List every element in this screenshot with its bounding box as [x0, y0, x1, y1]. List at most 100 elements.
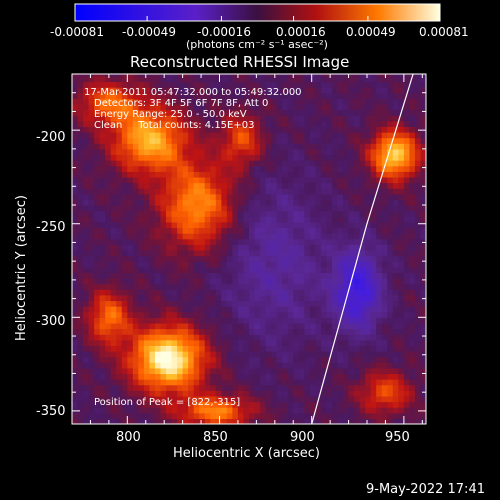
heatmap-cell	[226, 367, 234, 375]
heatmap-cell	[188, 216, 195, 223]
annotation-clean-counts: Clean Total counts: 4.15E+03	[94, 120, 255, 131]
heatmap-cell	[143, 345, 151, 352]
heatmap-cell	[403, 75, 411, 83]
heatmap-cell	[249, 171, 256, 178]
heatmap-cell	[182, 261, 189, 268]
heatmap-cell	[354, 272, 361, 279]
heatmap-cell	[249, 160, 256, 167]
heatmap-cell	[243, 92, 250, 99]
heatmap-cell	[293, 233, 300, 240]
heatmap-cell	[337, 289, 344, 296]
heatmap-cell	[154, 373, 162, 380]
heatmap-cell	[232, 238, 239, 245]
heatmap-cell	[398, 115, 405, 122]
heatmap-cell	[365, 120, 372, 127]
heatmap-cell	[132, 339, 139, 346]
heatmap-cell	[83, 367, 90, 375]
heatmap-cell	[88, 311, 95, 318]
heatmap-cell	[149, 221, 156, 229]
heatmap-cell	[309, 109, 316, 116]
heatmap-cell	[282, 92, 289, 99]
heatmap-cell	[403, 412, 411, 419]
heatmap-cell	[320, 401, 328, 408]
heatmap-cell	[199, 356, 206, 363]
heatmap-cell	[94, 92, 101, 99]
heatmap-cell	[403, 384, 411, 391]
heatmap-cell	[403, 126, 411, 133]
y-tick-label-2: -250	[36, 220, 66, 235]
heatmap-cell	[276, 171, 283, 178]
heatmap-cell	[154, 137, 162, 144]
heatmap-cell	[326, 205, 333, 212]
heatmap-cell	[99, 306, 106, 313]
heatmap-cell	[409, 165, 416, 172]
heatmap-cell	[143, 75, 151, 83]
heatmap-cell	[132, 221, 139, 229]
heatmap-cell	[381, 160, 388, 167]
heatmap-cell	[376, 395, 383, 403]
heatmap-cell	[232, 407, 239, 414]
heatmap-cell	[343, 339, 350, 346]
heatmap-cell	[116, 154, 123, 161]
heatmap-cell	[293, 143, 300, 150]
heatmap-cell	[171, 289, 178, 296]
heatmap-cell	[243, 328, 250, 335]
heatmap-cell	[287, 401, 294, 408]
heatmap-cell	[381, 249, 388, 257]
heatmap-cell	[83, 233, 90, 240]
heatmap-cell	[226, 294, 234, 302]
heatmap-cell	[370, 283, 377, 290]
heatmap-cell	[403, 278, 411, 285]
heatmap-cell	[143, 356, 151, 363]
heatmap-cell	[149, 227, 156, 234]
heatmap-cell	[160, 362, 167, 369]
heatmap-cell	[337, 356, 344, 363]
heatmap-cell	[309, 81, 316, 88]
heatmap-cell	[276, 216, 283, 223]
heatmap-cell	[260, 205, 267, 212]
heatmap-cell	[359, 74, 366, 77]
heatmap-cell	[105, 390, 112, 397]
heatmap-cell	[199, 306, 206, 313]
heatmap-cell	[392, 401, 399, 408]
heatmap-cell	[83, 216, 90, 223]
heatmap-cell	[381, 407, 388, 414]
heatmap-cell	[77, 210, 84, 217]
heatmap-cell	[204, 395, 211, 403]
heatmap-cell	[127, 233, 134, 240]
heatmap-cell	[260, 216, 267, 223]
heatmap-cell	[376, 278, 383, 285]
heatmap-cell	[287, 165, 294, 172]
heatmap-cell	[204, 266, 211, 273]
heatmap-cell	[72, 390, 79, 397]
heatmap-cell	[94, 165, 101, 172]
heatmap-cell	[160, 255, 167, 262]
heatmap-cell	[83, 103, 90, 111]
heatmap-cell	[387, 160, 394, 167]
heatmap-cell	[315, 238, 322, 245]
heatmap-cell	[249, 322, 256, 330]
heatmap-cell	[282, 221, 289, 229]
heatmap-cell	[348, 367, 355, 375]
heatmap-cell	[304, 160, 311, 167]
heatmap-cell	[154, 311, 162, 318]
heatmap-cell	[99, 176, 106, 184]
heatmap-cell	[237, 283, 245, 290]
heatmap-cell	[149, 351, 156, 358]
heatmap-cell	[127, 92, 134, 99]
heatmap-cell	[83, 165, 90, 172]
heatmap-cell	[293, 109, 300, 116]
heatmap-cell	[132, 137, 139, 144]
heatmap-cell	[403, 283, 411, 290]
heatmap-cell	[210, 373, 217, 380]
heatmap-cell	[215, 120, 222, 127]
heatmap-cell	[166, 373, 173, 380]
heatmap-cell	[392, 255, 399, 262]
heatmap-cell	[348, 188, 355, 195]
heatmap-cell	[326, 407, 333, 414]
heatmap-cell	[320, 238, 328, 245]
heatmap-cell	[243, 249, 250, 257]
heatmap-cell	[166, 205, 173, 212]
heatmap-cell	[343, 205, 350, 212]
heatmap-cell	[193, 165, 200, 172]
